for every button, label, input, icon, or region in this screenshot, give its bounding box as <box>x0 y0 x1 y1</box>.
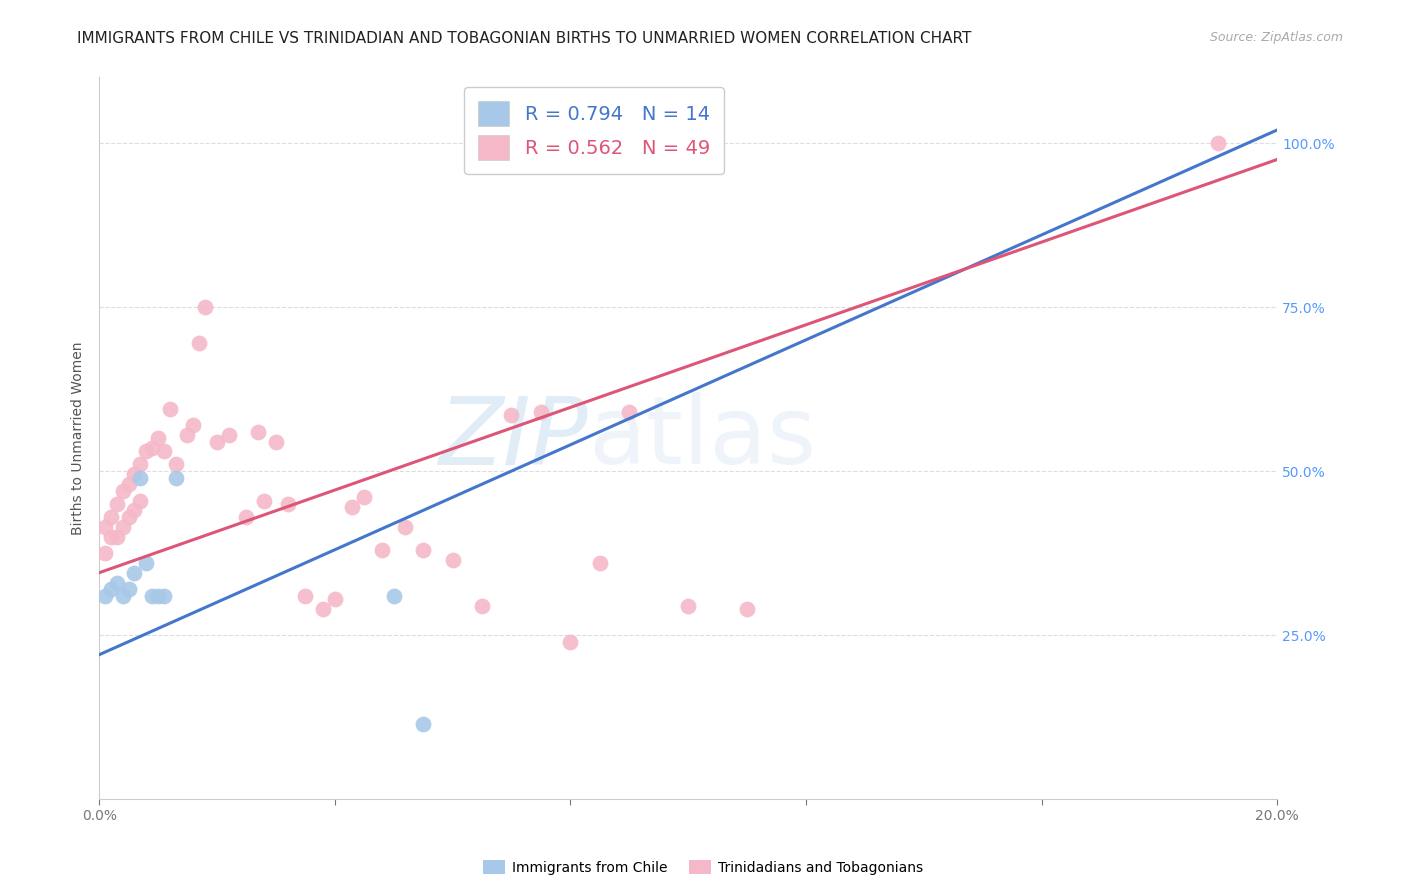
Point <box>100 530 122 544</box>
Point <box>117 477 139 491</box>
Point <box>165 470 187 484</box>
Point <box>294 589 316 603</box>
Point <box>129 493 152 508</box>
Point <box>323 591 346 606</box>
Point <box>441 552 464 566</box>
Point <box>165 458 187 472</box>
Point <box>619 405 641 419</box>
Point <box>264 434 287 449</box>
Point <box>124 503 146 517</box>
Point <box>382 589 405 603</box>
Point <box>471 599 494 613</box>
Point <box>94 520 117 534</box>
Point <box>235 510 257 524</box>
Point <box>105 575 128 590</box>
Point <box>501 409 523 423</box>
Point <box>100 582 122 596</box>
Point <box>141 441 163 455</box>
Point <box>111 589 134 603</box>
Text: Source: ZipAtlas.com: Source: ZipAtlas.com <box>1209 31 1343 45</box>
Point <box>129 470 152 484</box>
Text: atlas: atlas <box>588 392 817 484</box>
Point <box>135 444 157 458</box>
Point <box>94 589 117 603</box>
Point <box>371 542 394 557</box>
Point <box>129 458 152 472</box>
Point <box>159 401 181 416</box>
Point <box>183 418 205 433</box>
Point <box>277 497 299 511</box>
Point <box>100 510 122 524</box>
Point <box>94 546 117 560</box>
Point <box>205 434 228 449</box>
Point <box>176 428 198 442</box>
Point <box>111 520 134 534</box>
Point <box>105 497 128 511</box>
Point <box>412 716 434 731</box>
Point <box>1208 136 1230 150</box>
Point <box>589 556 612 570</box>
Point <box>194 300 217 314</box>
Legend: Immigrants from Chile, Trinidadians and Tobagonians: Immigrants from Chile, Trinidadians and … <box>478 855 928 880</box>
Point <box>312 602 335 616</box>
Point <box>153 444 176 458</box>
Point <box>117 510 139 524</box>
Point <box>530 405 553 419</box>
Point <box>394 520 416 534</box>
Point <box>353 491 375 505</box>
Point <box>188 336 211 351</box>
Point <box>141 589 163 603</box>
Point <box>105 530 128 544</box>
Point <box>735 602 758 616</box>
Y-axis label: Births to Unmarried Women: Births to Unmarried Women <box>72 342 86 535</box>
Point <box>676 599 699 613</box>
Point <box>124 566 146 580</box>
Point <box>247 425 270 439</box>
Text: ZIP: ZIP <box>439 392 588 483</box>
Point <box>342 500 364 515</box>
Point <box>253 493 276 508</box>
Point <box>117 582 139 596</box>
Text: IMMIGRANTS FROM CHILE VS TRINIDADIAN AND TOBAGONIAN BIRTHS TO UNMARRIED WOMEN CO: IMMIGRANTS FROM CHILE VS TRINIDADIAN AND… <box>77 31 972 46</box>
Point <box>111 483 134 498</box>
Point <box>124 467 146 482</box>
Point <box>412 542 434 557</box>
Point <box>560 634 582 648</box>
Point <box>146 431 169 445</box>
Point <box>146 589 169 603</box>
Point <box>153 589 176 603</box>
Point <box>135 556 157 570</box>
Point <box>218 428 240 442</box>
Legend: R = 0.794   N = 14, R = 0.562   N = 49: R = 0.794 N = 14, R = 0.562 N = 49 <box>464 87 724 174</box>
